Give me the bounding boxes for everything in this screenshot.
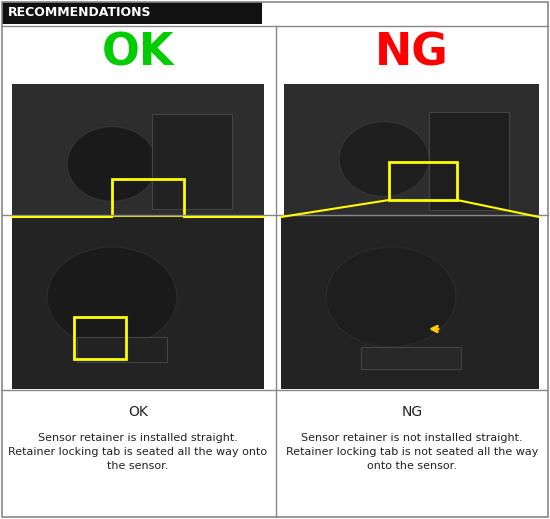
Text: NG: NG [402,405,422,419]
Ellipse shape [67,127,157,201]
Bar [389,162,457,200]
Text: OK: OK [102,32,174,75]
Bar [12,217,264,389]
Bar [12,84,264,234]
Bar [152,114,232,209]
Text: Sensor retainer is installed straight.
Retainer locking tab is seated all the wa: Sensor retainer is installed straight. R… [8,433,267,471]
Text: NG: NG [375,32,449,75]
Text: OK: OK [128,405,148,419]
Bar [281,217,539,389]
Ellipse shape [326,247,456,347]
Text: RECOMMENDATIONS: RECOMMENDATIONS [8,7,151,20]
Bar [74,317,126,359]
Bar [77,337,167,362]
Bar [361,347,461,369]
Bar [112,179,184,217]
Bar [284,84,539,234]
Bar [2,2,262,24]
Ellipse shape [339,121,429,197]
Text: Sensor retainer is not installed straight.
Retainer locking tab is not seated al: Sensor retainer is not installed straigh… [286,433,538,471]
Ellipse shape [47,247,177,347]
Bar [429,112,509,210]
